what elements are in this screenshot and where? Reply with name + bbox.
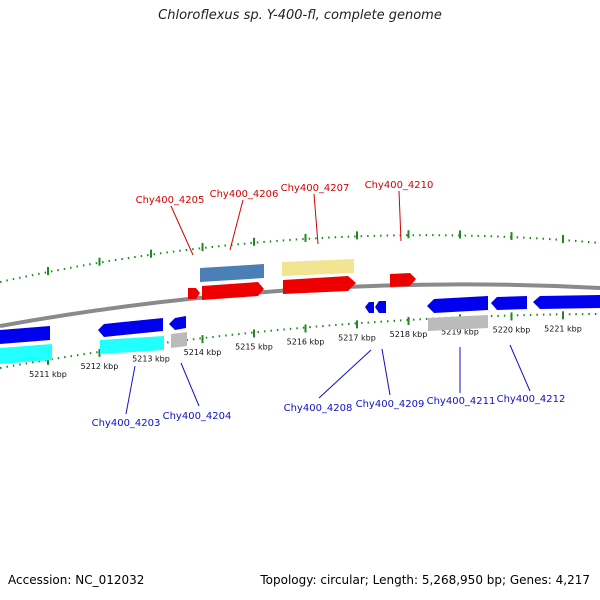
gene-feature-blue[interactable] (375, 301, 386, 313)
label-leader-lines (125, 190, 531, 415)
scale-label: 5219 kbp (441, 327, 479, 336)
gene-feature-steelblue[interactable] (200, 264, 264, 282)
scale-label: 5218 kbp (390, 330, 428, 339)
gene-label[interactable]: Chy400_4207 (281, 183, 350, 194)
gene-label[interactable]: Chy400_4210 (365, 180, 434, 191)
gene-feature-gray[interactable] (428, 315, 488, 331)
gene-feature-cyan[interactable] (100, 336, 164, 354)
gene-feature-red[interactable] (202, 282, 264, 300)
page-title: Chloroflexus sp. Y-400-fl, complete geno… (158, 8, 442, 23)
gene-label[interactable]: Chy400_4212 (497, 394, 566, 405)
forward-gene-labels: Chy400_4205 Chy400_4206 Chy400_4207 Chy4… (136, 180, 434, 206)
accession-text: Accession: NC_012032 (8, 573, 145, 587)
scale-label: 5221 kbp (544, 324, 582, 333)
gene-feature-blue[interactable] (365, 302, 374, 313)
gene-feature-red[interactable] (283, 276, 356, 294)
scale-label: 5220 kbp (493, 325, 531, 334)
scale-label: 5212 kbp (81, 362, 119, 371)
gene-label[interactable]: Chy400_4203 (92, 418, 161, 429)
gene-feature-khaki[interactable] (282, 259, 354, 276)
gene-feature-blue[interactable] (169, 316, 186, 330)
scale-label: 5215 kbp (235, 342, 273, 351)
scale-label: 5214 kbp (184, 348, 222, 357)
gene-features (0, 259, 600, 364)
gene-label[interactable]: Chy400_4208 (284, 403, 353, 414)
gene-label[interactable]: Chy400_4211 (427, 396, 496, 407)
gene-label[interactable]: Chy400_4206 (210, 189, 279, 200)
scale-label: 5216 kbp (287, 338, 325, 347)
genome-summary-text: Topology: circular; Length: 5,268,950 bp… (260, 573, 590, 587)
gene-feature-gray[interactable] (171, 332, 187, 348)
gene-feature-blue[interactable] (98, 318, 163, 337)
gene-label[interactable]: Chy400_4205 (136, 195, 205, 206)
major-ticks (47, 230, 564, 365)
scale-label: 5213 kbp (132, 355, 170, 364)
scale-label: 5211 kbp (29, 370, 67, 379)
gene-label[interactable]: Chy400_4204 (163, 411, 232, 422)
scale-label: 5217 kbp (338, 333, 376, 342)
gene-feature-red[interactable] (390, 273, 416, 287)
inner-tick-ring (0, 313, 600, 369)
scale-labels: 5211 kbp 5212 kbp 5213 kbp 5214 kbp 5215 kbp… (29, 324, 582, 379)
outer-tick-ring (0, 234, 600, 283)
gene-feature-cyan[interactable] (0, 344, 52, 364)
reverse-gene-labels: Chy400_4203 Chy400_4204 Chy400_4208 Chy4… (92, 394, 566, 429)
gene-feature-blue[interactable] (427, 296, 488, 313)
gene-label[interactable]: Chy400_4209 (356, 399, 425, 410)
gene-feature-red[interactable] (188, 288, 200, 299)
gene-feature-blue[interactable] (533, 295, 600, 309)
gene-feature-blue[interactable] (491, 296, 527, 310)
gene-feature-blue[interactable] (0, 326, 50, 344)
